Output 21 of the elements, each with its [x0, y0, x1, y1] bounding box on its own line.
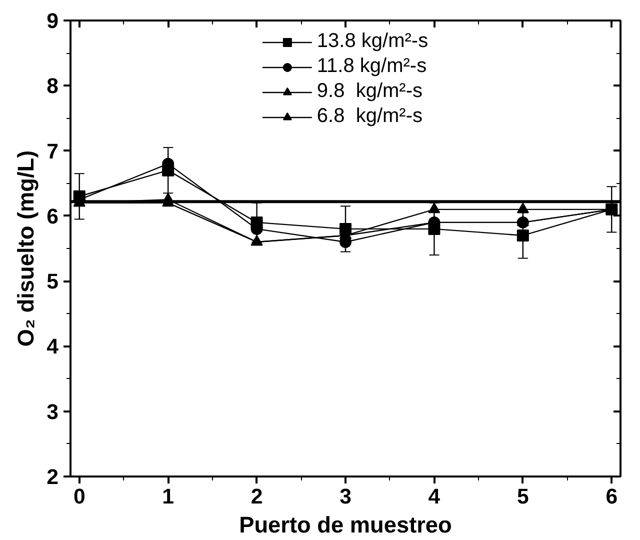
legend-label: 11.8 kg/m²-s: [316, 55, 427, 78]
x-tick-label: 3: [340, 484, 352, 508]
x-tick-label: 2: [250, 484, 263, 508]
x-tick-label: 1: [162, 484, 174, 508]
x-tick-label: 6: [606, 484, 618, 508]
y-tick-label: 8: [46, 74, 59, 98]
legend-label: 13.8 kg/m²-s: [316, 30, 428, 53]
x-tick-label: 5: [516, 484, 529, 508]
legend-label: 9.8 kg/m²-s: [316, 80, 422, 103]
y-tick-label: 6: [46, 204, 59, 228]
y-axis-title: O₂ disuelto (mg/L): [12, 150, 39, 347]
legend-label: 6.8 kg/m²-s: [316, 105, 422, 128]
x-tick-label: 0: [73, 484, 86, 508]
y-tick-label: 5: [46, 270, 59, 294]
y-tick-label: 3: [46, 400, 59, 424]
y-tick-label: 2: [46, 465, 59, 489]
y-tick-label: 9: [46, 9, 59, 33]
x-tick-label: 4: [428, 484, 440, 508]
y-tick-label: 7: [46, 139, 59, 164]
y-tick-label: 4: [46, 334, 59, 359]
x-axis-title: Puerto de muestreo: [239, 512, 452, 538]
